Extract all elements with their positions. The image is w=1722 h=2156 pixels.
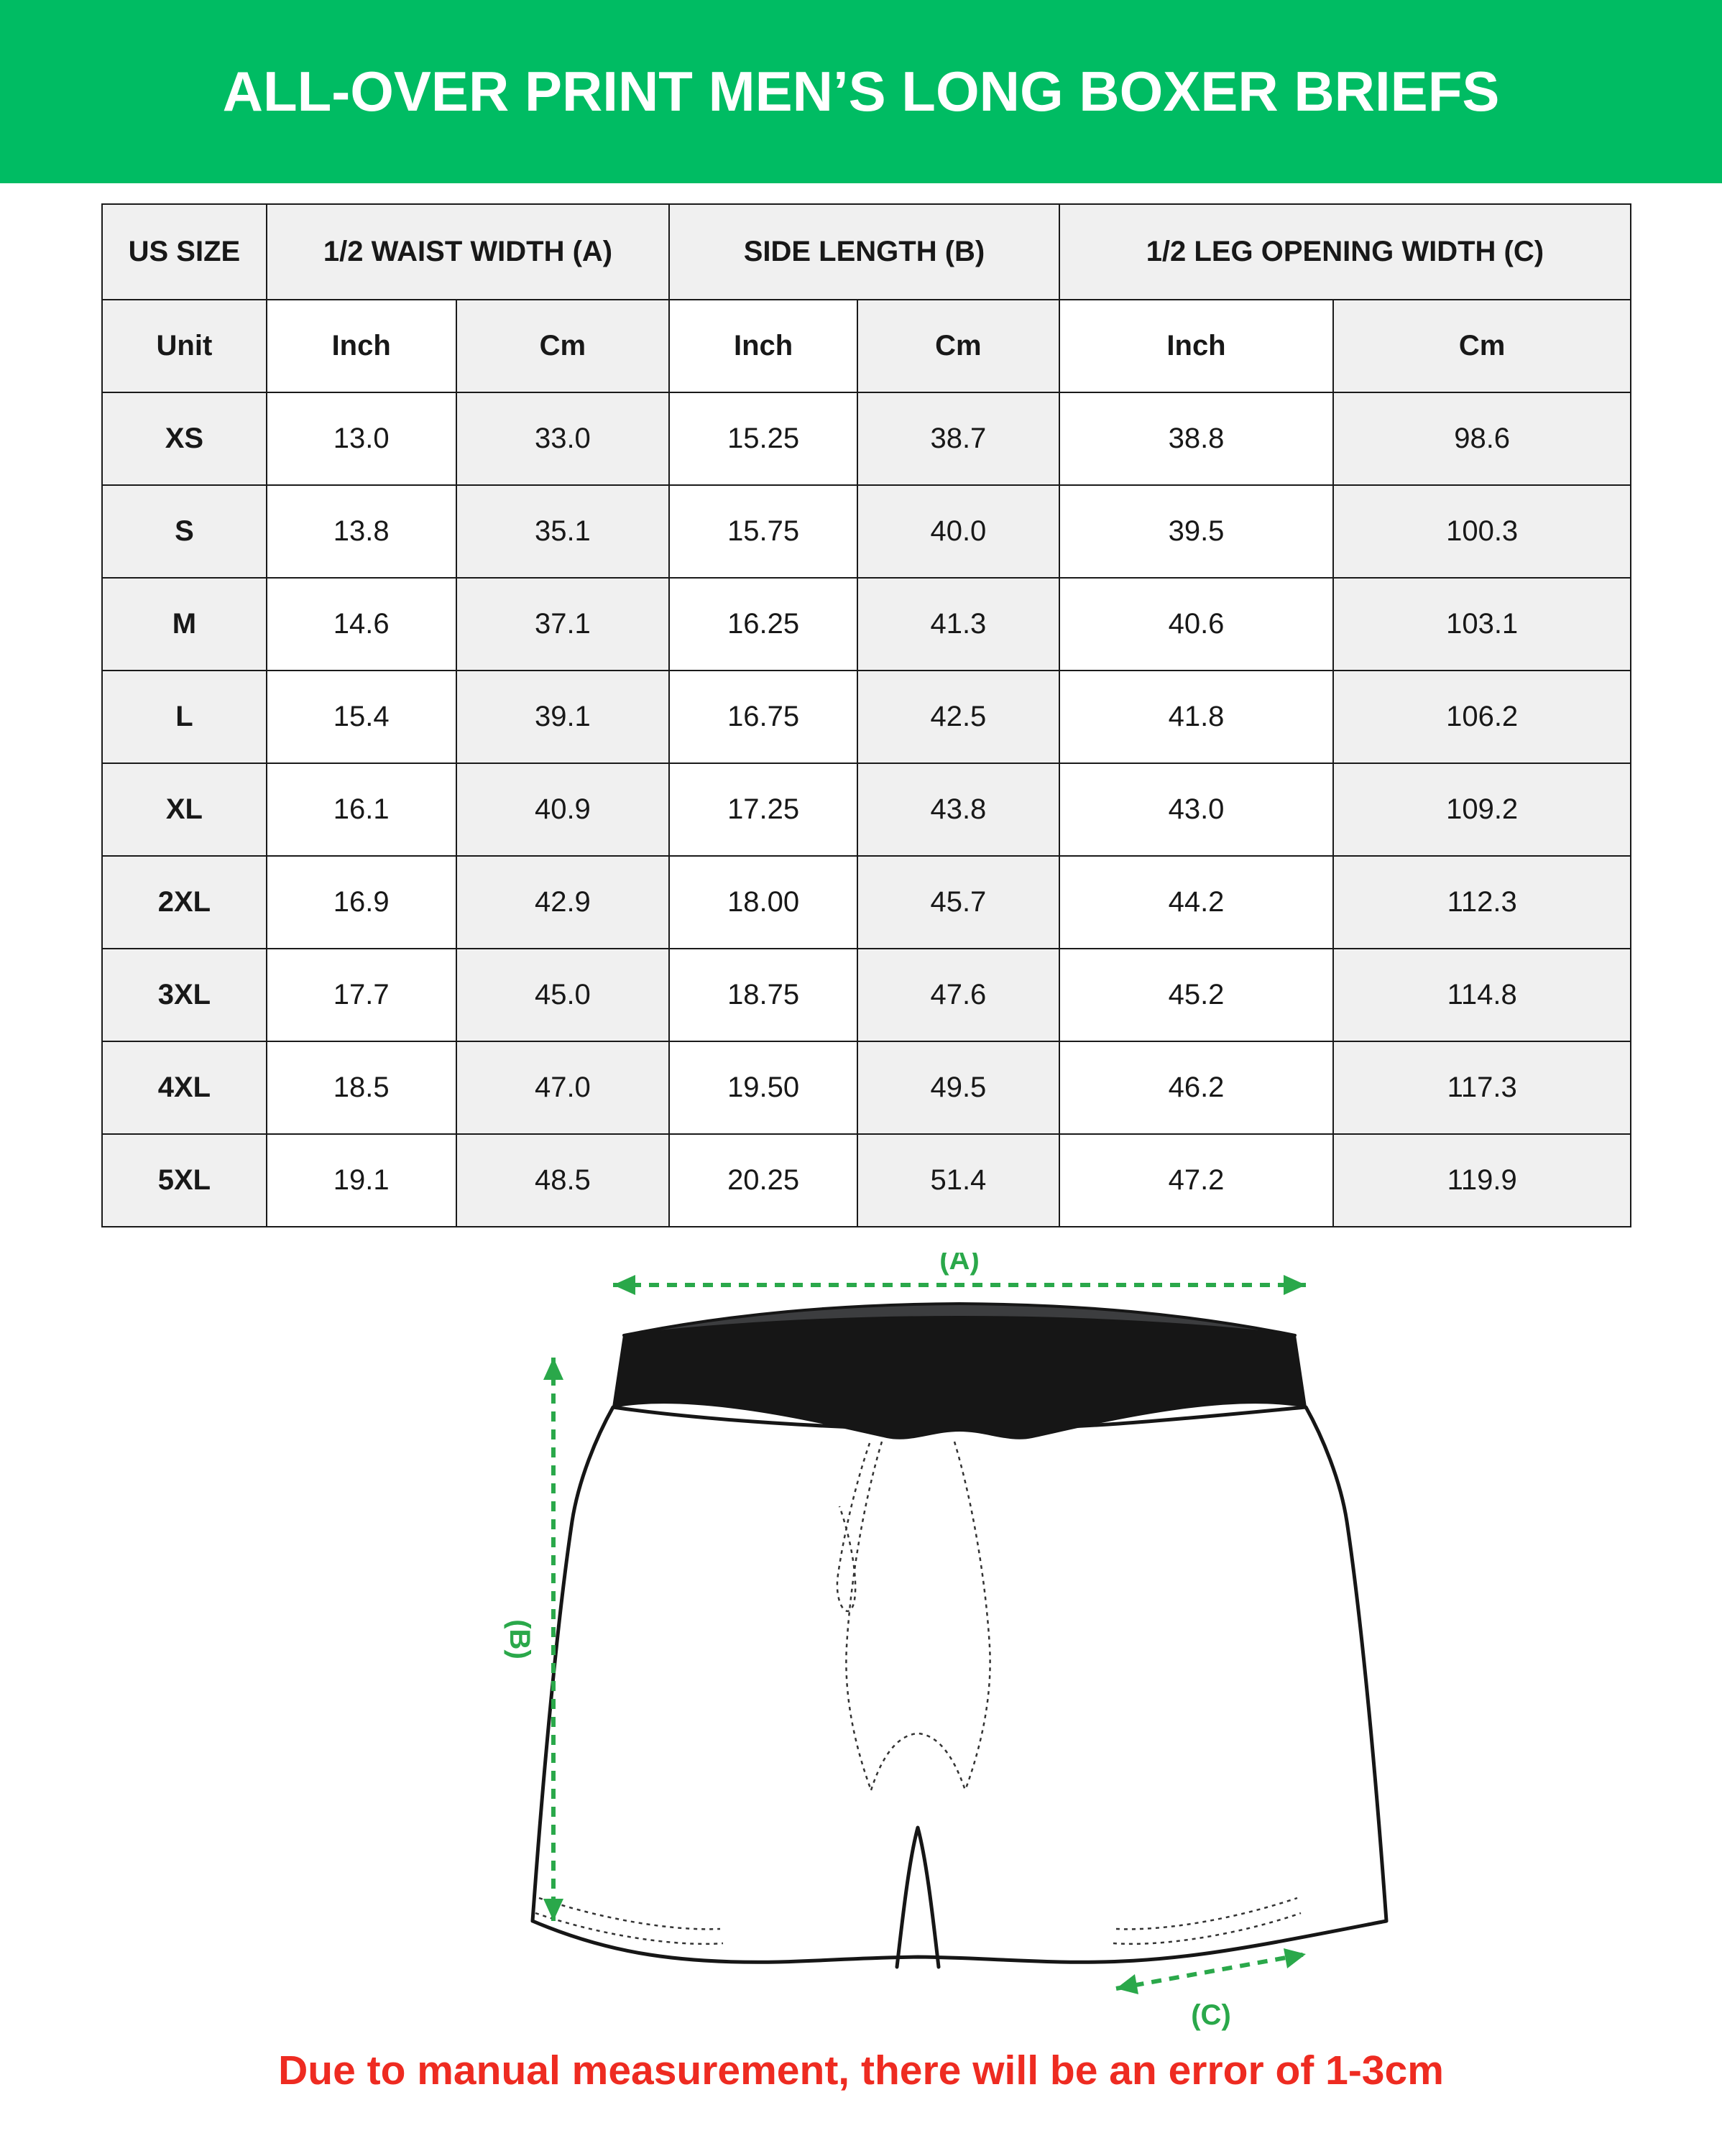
svg-text:(B): (B) (504, 1619, 535, 1659)
svg-text:(A): (A) (939, 1253, 980, 1276)
svg-text:(C): (C) (1191, 1999, 1231, 2031)
